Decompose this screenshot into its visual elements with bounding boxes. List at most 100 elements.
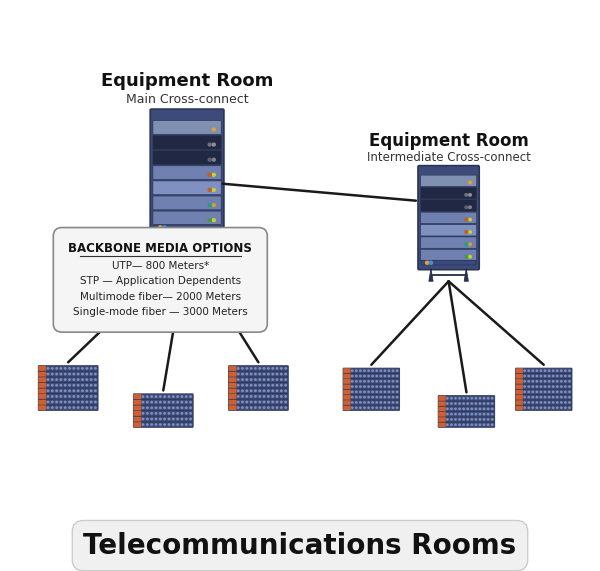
- Circle shape: [60, 368, 62, 369]
- Circle shape: [52, 396, 53, 397]
- Circle shape: [73, 390, 74, 392]
- FancyBboxPatch shape: [229, 372, 236, 376]
- FancyBboxPatch shape: [38, 393, 98, 399]
- FancyBboxPatch shape: [133, 416, 193, 422]
- Circle shape: [95, 390, 96, 392]
- Circle shape: [352, 391, 353, 392]
- Circle shape: [360, 375, 361, 377]
- Circle shape: [250, 407, 252, 408]
- FancyBboxPatch shape: [133, 422, 193, 427]
- Circle shape: [82, 390, 83, 392]
- Circle shape: [272, 384, 274, 386]
- Circle shape: [536, 396, 538, 398]
- FancyBboxPatch shape: [38, 394, 46, 399]
- FancyBboxPatch shape: [38, 377, 98, 383]
- Circle shape: [469, 231, 472, 233]
- Polygon shape: [429, 268, 433, 282]
- Circle shape: [181, 396, 182, 397]
- Circle shape: [384, 381, 386, 382]
- Circle shape: [569, 375, 570, 377]
- FancyBboxPatch shape: [515, 395, 572, 400]
- FancyBboxPatch shape: [134, 411, 141, 416]
- Circle shape: [372, 407, 373, 408]
- Circle shape: [255, 407, 256, 408]
- Circle shape: [173, 419, 174, 420]
- Circle shape: [163, 226, 166, 229]
- Circle shape: [465, 255, 467, 258]
- Circle shape: [181, 424, 182, 425]
- Circle shape: [86, 368, 88, 369]
- Circle shape: [569, 391, 570, 392]
- Text: Intermediate Cross-connect: Intermediate Cross-connect: [367, 151, 530, 164]
- Circle shape: [242, 407, 243, 408]
- Circle shape: [368, 386, 369, 387]
- Circle shape: [548, 375, 550, 377]
- Circle shape: [467, 408, 469, 409]
- Circle shape: [560, 386, 562, 387]
- Circle shape: [69, 396, 70, 397]
- Circle shape: [212, 128, 215, 131]
- Circle shape: [487, 413, 489, 415]
- Circle shape: [384, 396, 386, 398]
- Circle shape: [277, 384, 278, 386]
- Circle shape: [238, 407, 239, 408]
- Circle shape: [455, 424, 456, 425]
- Circle shape: [469, 218, 472, 221]
- Circle shape: [52, 379, 53, 380]
- FancyBboxPatch shape: [229, 383, 236, 388]
- Circle shape: [536, 391, 538, 392]
- Circle shape: [352, 407, 353, 408]
- Circle shape: [447, 419, 448, 420]
- Circle shape: [164, 407, 166, 408]
- Circle shape: [181, 419, 182, 420]
- Circle shape: [60, 384, 62, 386]
- Circle shape: [565, 402, 566, 403]
- Circle shape: [540, 375, 542, 377]
- Circle shape: [544, 391, 545, 392]
- Circle shape: [95, 379, 96, 380]
- Circle shape: [380, 407, 382, 408]
- FancyBboxPatch shape: [229, 366, 236, 371]
- Circle shape: [356, 375, 357, 377]
- Circle shape: [69, 368, 70, 369]
- Circle shape: [455, 413, 456, 415]
- FancyBboxPatch shape: [153, 181, 221, 195]
- Circle shape: [281, 407, 282, 408]
- Circle shape: [455, 403, 456, 404]
- Circle shape: [368, 375, 369, 377]
- Circle shape: [268, 368, 269, 369]
- Circle shape: [86, 401, 88, 403]
- Circle shape: [447, 413, 448, 415]
- Circle shape: [56, 390, 57, 392]
- Circle shape: [557, 396, 558, 398]
- FancyBboxPatch shape: [439, 407, 445, 411]
- FancyBboxPatch shape: [515, 405, 572, 411]
- FancyBboxPatch shape: [343, 389, 350, 394]
- Circle shape: [532, 402, 533, 403]
- FancyBboxPatch shape: [153, 211, 221, 225]
- Circle shape: [356, 396, 357, 398]
- Circle shape: [168, 396, 170, 397]
- Circle shape: [451, 397, 452, 399]
- FancyBboxPatch shape: [153, 120, 221, 134]
- Circle shape: [65, 401, 66, 403]
- Circle shape: [471, 397, 472, 399]
- FancyBboxPatch shape: [38, 365, 98, 371]
- Circle shape: [372, 370, 373, 371]
- FancyBboxPatch shape: [38, 400, 46, 404]
- Text: Single-mode fiber — 3000 Meters: Single-mode fiber — 3000 Meters: [73, 307, 248, 317]
- Circle shape: [86, 390, 88, 392]
- Circle shape: [364, 370, 365, 371]
- Circle shape: [168, 407, 170, 408]
- Circle shape: [491, 419, 493, 420]
- Circle shape: [560, 396, 562, 398]
- Circle shape: [263, 407, 265, 408]
- Circle shape: [238, 384, 239, 386]
- FancyBboxPatch shape: [515, 368, 572, 373]
- FancyBboxPatch shape: [421, 175, 477, 187]
- FancyBboxPatch shape: [438, 396, 495, 401]
- Circle shape: [360, 370, 361, 371]
- Circle shape: [475, 397, 476, 399]
- Circle shape: [364, 381, 365, 382]
- FancyBboxPatch shape: [229, 393, 288, 399]
